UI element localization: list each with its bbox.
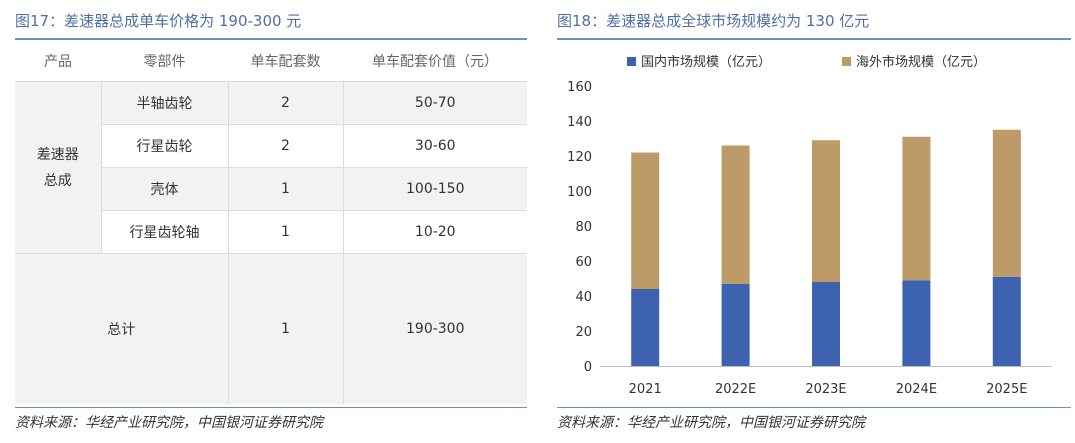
x-tick-label: 2023E [805,382,846,397]
total-row: 总计 1 190-300 [15,253,527,404]
y-tick-label: 40 [575,290,592,305]
x-tick-label: 2021 [629,382,662,397]
market-size-chart: 国内市场规模（亿元） 海外市场规模（亿元） 0 20 40 60 80 100 120 140 1… [567,54,1052,397]
y-tick-label: 20 [575,325,592,340]
x-tick-label: 2022E [715,382,756,397]
table-row: 壳体 1 100-150 [15,167,527,211]
chart-top-rule [557,38,1071,40]
bar-domestic [721,283,750,366]
y-axis: 0 20 40 60 80 100 120 140 160 [567,80,592,375]
value-cell: 30-60 [342,124,527,168]
bar-domestic [631,289,660,366]
header-part: 零部件 [101,40,228,82]
value-cell: 50-70 [342,81,527,125]
x-axis: 2021 2022E 2023E 2024E 2025E [600,366,1052,397]
count-cell: 1 [227,210,343,254]
part-cell: 行星齿轮 [100,124,228,168]
y-tick-label: 0 [584,360,592,375]
legend-label: 国内市场规模（亿元） [641,54,771,70]
bar-overseas [812,140,840,282]
legend-swatch [842,57,851,66]
table-top-rule [15,38,527,40]
table-row: 差速器 总成 半轴齿轮 2 50-70 [15,81,527,254]
header-value: 单车配套价值（元） [343,40,527,82]
bar-overseas [902,136,931,281]
bars [631,129,1021,366]
table-bottom-rule [15,407,527,408]
bar-overseas [721,145,750,284]
count-cell: 1 [227,167,343,211]
part-cell: 行星齿轮轴 [100,210,228,254]
x-tick-label: 2025E [986,382,1027,397]
y-tick-label: 80 [575,220,592,235]
header-count: 单车配套数 [228,40,343,82]
right-panel: 图18：差速器总成全球市场规模约为 130 亿元 国内市场规模（亿元） 海外市场规… [552,0,1075,443]
table-row: 行星齿轮轴 1 10-20 [15,210,527,254]
part-cell: 壳体 [100,167,228,211]
group-label-line2: 总成 [43,172,72,189]
bar-overseas [631,152,660,289]
table-title: 图17：差速器总成单车价格为 190-300 元 [15,12,302,30]
total-label: 总计 [15,253,228,404]
chart-legend: 国内市场规模（亿元） 海外市场规模（亿元） [627,54,986,70]
legend-swatch [627,57,636,66]
legend-label: 海外市场规模（亿元） [856,54,986,70]
bar-domestic [902,280,931,366]
table-row: 行星齿轮 2 30-60 [15,124,527,168]
x-tick-label: 2024E [896,382,937,397]
y-tick-label: 140 [567,115,592,130]
y-tick-label: 100 [567,185,592,200]
count-cell: 2 [227,81,343,125]
group-label-line1: 差速器 [36,146,79,163]
total-count: 1 [227,253,343,404]
y-tick-label: 60 [575,255,592,270]
bar-domestic [812,282,840,366]
bar-domestic [992,276,1021,366]
y-tick-label: 160 [567,80,592,95]
value-cell: 10-20 [342,210,527,254]
total-value: 190-300 [342,253,527,404]
chart-title: 图18：差速器总成全球市场规模约为 130 亿元 [557,12,870,30]
group-cell: 差速器 总成 [15,81,101,254]
table-source: 资料来源：华经产业研究院，中国银河证券研究院 [15,415,323,431]
value-cell: 100-150 [342,167,527,211]
left-panel: 图17：差速器总成单车价格为 190-300 元 产品 零部件 单车配套数 单车… [0,0,527,443]
y-tick-label: 120 [567,150,592,165]
chart-bottom-rule [557,407,1071,408]
table-header-row: 产品 零部件 单车配套数 单车配套价值（元） [15,40,527,82]
bar-overseas [992,129,1021,277]
header-product: 产品 [15,40,101,82]
count-cell: 2 [227,124,343,168]
chart-source: 资料来源：华经产业研究院，中国银河证券研究院 [557,415,865,431]
part-cell: 半轴齿轮 [100,81,228,125]
price-table: 产品 零部件 单车配套数 单车配套价值（元） 差速器 总成 半轴齿轮 2 50-… [15,40,527,404]
